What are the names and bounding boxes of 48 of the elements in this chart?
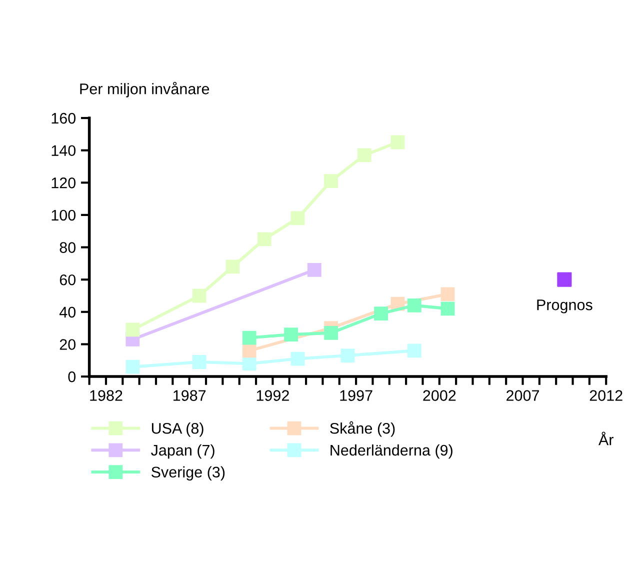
x-tick-label: 1997 xyxy=(340,390,372,401)
point xyxy=(357,148,372,162)
point xyxy=(407,344,422,358)
legend-label: Skåne (3) xyxy=(330,421,395,437)
point xyxy=(192,355,206,369)
y-tick-label: 40 xyxy=(59,306,76,318)
x-tick-label: 1992 xyxy=(256,390,289,401)
y-tick-label: 20 xyxy=(60,339,76,350)
legend-label: USA (8) xyxy=(152,422,204,437)
y-tick-label: 60 xyxy=(60,274,76,286)
point xyxy=(290,352,305,366)
series-label: Prognos xyxy=(537,300,592,314)
legend-label: Sverige (3) xyxy=(151,466,225,481)
legend-label: Japan (7) xyxy=(151,444,214,459)
point xyxy=(440,302,455,316)
x-tick-label: 1987 xyxy=(174,390,206,401)
point xyxy=(242,330,256,345)
point xyxy=(324,326,338,340)
point xyxy=(557,272,572,287)
point xyxy=(242,344,256,358)
point xyxy=(192,288,206,303)
point xyxy=(390,135,405,150)
point xyxy=(284,328,298,342)
point xyxy=(340,348,355,362)
point xyxy=(324,174,338,188)
point xyxy=(242,356,256,371)
x-tick-label: 2002 xyxy=(423,390,456,401)
point xyxy=(126,360,140,374)
point xyxy=(126,322,140,337)
point xyxy=(226,260,240,274)
point xyxy=(307,262,322,277)
x-tick-label: 2007 xyxy=(506,390,539,401)
point xyxy=(407,298,422,312)
y-tick-label: 80 xyxy=(60,242,76,253)
y-axis-title: Per miljon invånare xyxy=(80,82,210,98)
x-axis-title: År xyxy=(598,432,614,446)
y-tick-label: 160 xyxy=(52,112,76,124)
point xyxy=(290,211,305,226)
y-tick-label: 100 xyxy=(52,210,76,221)
point xyxy=(374,306,388,320)
x-tick-label: 2012 xyxy=(590,390,622,401)
x-tick-label: 1982 xyxy=(90,390,122,401)
legend-label: Nederländerna (9) xyxy=(330,444,452,459)
y-tick-label: 0 xyxy=(68,371,76,382)
point xyxy=(257,232,272,246)
y-tick-label: 140 xyxy=(52,145,76,156)
point xyxy=(440,287,455,302)
y-tick-label: 120 xyxy=(52,178,76,188)
